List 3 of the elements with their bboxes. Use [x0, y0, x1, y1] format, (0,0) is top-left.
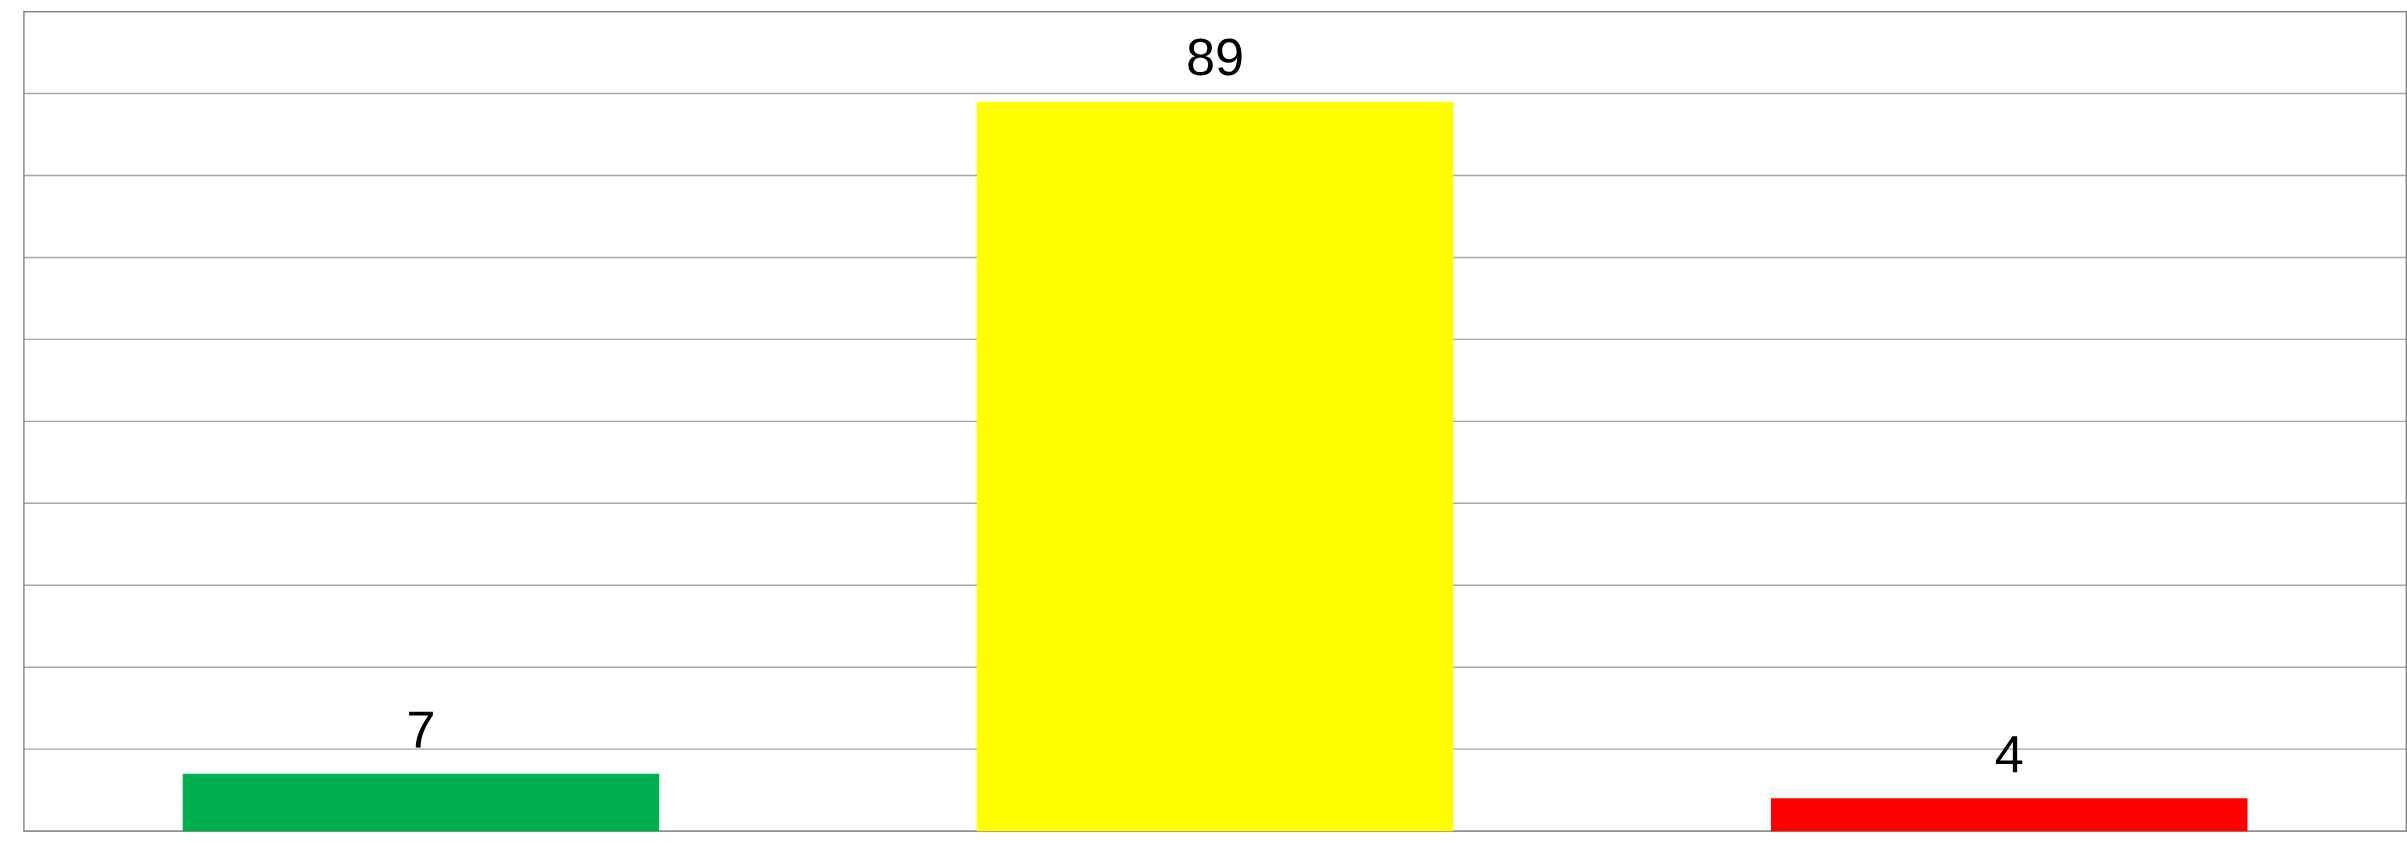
data-label: 89 — [1188, 38, 1242, 76]
data-label: 4 — [1995, 736, 2023, 773]
data-label: 7 — [409, 711, 433, 748]
